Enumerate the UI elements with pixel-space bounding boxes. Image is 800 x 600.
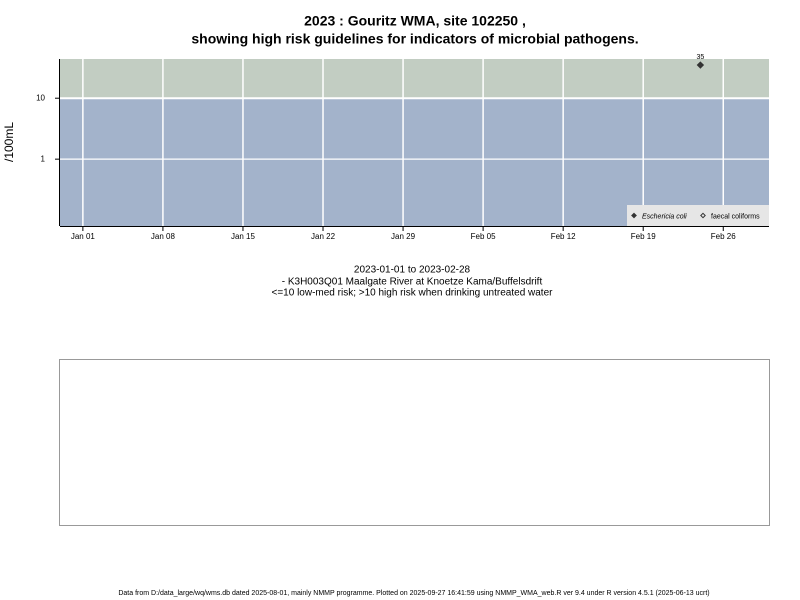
x-tick-label: Jan 22 — [311, 232, 336, 241]
y-tick-label: 10 — [36, 93, 45, 102]
low-risk-band — [60, 98, 769, 226]
legend-box — [627, 205, 769, 226]
x-tick-label: Jan 08 — [151, 232, 176, 241]
x-tick-label: Feb 26 — [711, 232, 736, 241]
legend-label: faecal coliforms — [711, 213, 760, 220]
subtitle: 2023-01-01 to 2023-02-28 — [354, 265, 471, 276]
footer: Data from D:/data_large/wq/wms.db dated … — [118, 590, 709, 597]
x-tick-label: Feb 12 — [551, 232, 576, 241]
high-risk-band — [60, 59, 769, 99]
subtitle: - K3H003Q01 Maalgate River at Knoetze Ka… — [282, 277, 543, 288]
y-tick-label: 1 — [41, 154, 46, 163]
legend-marker — [631, 212, 637, 219]
chart-title: 2023 : Gouritz WMA, site 102250 , — [304, 13, 526, 29]
y-axis-label: /100mL — [2, 122, 16, 162]
data-label: 35 — [696, 54, 704, 61]
legend-marker — [700, 212, 706, 219]
x-tick-label: Jan 01 — [71, 232, 96, 241]
empty-panel — [59, 359, 770, 526]
chart-title: showing high risk guidelines for indicat… — [191, 31, 638, 47]
x-tick-label: Feb 05 — [471, 232, 496, 241]
x-tick-label: Jan 15 — [231, 232, 256, 241]
subtitle: <=10 low-med risk; >10 high risk when dr… — [272, 288, 554, 299]
data-point — [696, 61, 705, 69]
x-tick-label: Feb 19 — [631, 232, 656, 241]
x-tick-label: Jan 29 — [391, 232, 416, 241]
legend-label: Eschericia coli — [642, 213, 687, 220]
